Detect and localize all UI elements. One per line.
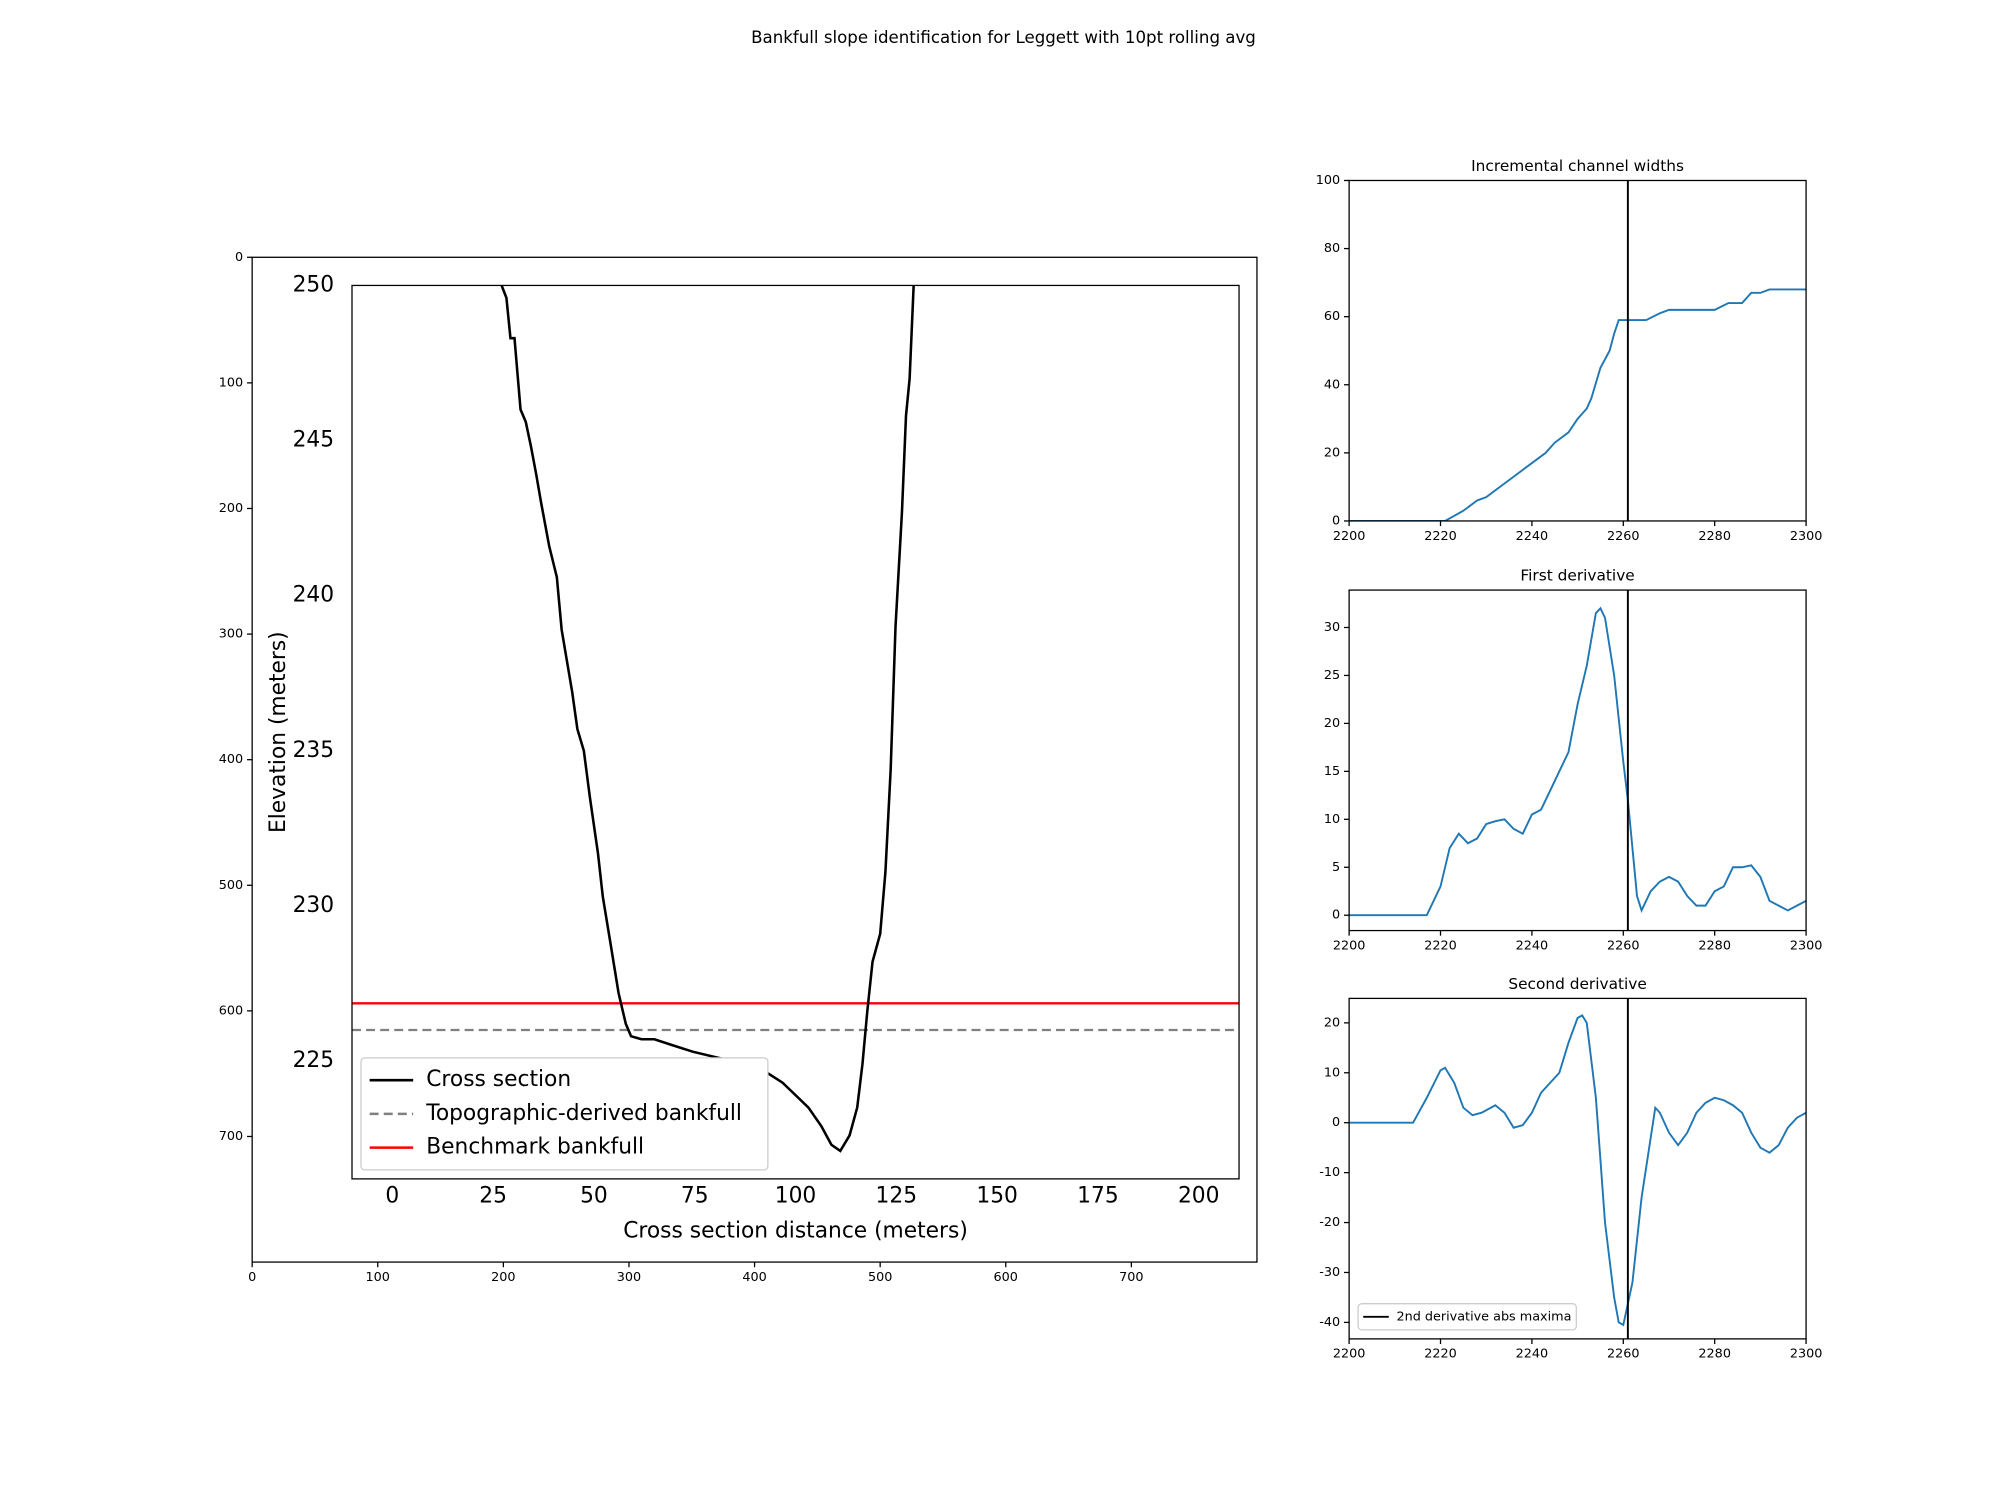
x-tick-label: 2300 (1790, 1347, 1823, 1362)
y-tick-label: 400 (219, 752, 243, 767)
x-tick-label: 2280 (1698, 529, 1731, 544)
x-tick-label: 100 (366, 1270, 390, 1285)
data-line (500, 285, 915, 1153)
x-tick-label: 200 (491, 1270, 515, 1285)
y-tick-label: 230 (293, 893, 335, 918)
y-tick-label: 0 (1332, 513, 1340, 528)
y-tick-label: -20 (1319, 1215, 1340, 1230)
x-tick-label: 175 (1077, 1183, 1119, 1208)
y-tick-label: 10 (1324, 1065, 1340, 1080)
x-tick-label: 2240 (1516, 1347, 1549, 1362)
y-tick-label: 200 (219, 501, 243, 516)
legend-label: Topographic-derived bankfull (425, 1101, 742, 1126)
y-tick-label: 20 (1324, 445, 1340, 460)
y-tick-label: 500 (219, 878, 243, 893)
axes-frame (251, 256, 1258, 1263)
legend-label: Cross section (426, 1067, 571, 1092)
y-tick-label: 10 (1324, 812, 1340, 827)
y-tick-label: 235 (293, 738, 335, 763)
x-tick-label: 125 (876, 1183, 918, 1208)
axes-frame (1348, 589, 1807, 932)
x-tick-label: 25 (479, 1183, 507, 1208)
x-axis-label: Cross section distance (meters) (623, 1218, 968, 1243)
axes-frame (351, 284, 1240, 1180)
y-tick-label: 0 (1332, 1115, 1340, 1130)
y-tick-label: 20 (1324, 716, 1340, 731)
y-tick-label: 100 (219, 375, 243, 390)
y-tick-label: -10 (1319, 1165, 1340, 1180)
axes-title: First derivative (1520, 567, 1634, 585)
x-tick-label: 2220 (1424, 529, 1457, 544)
x-tick-label: 100 (775, 1183, 817, 1208)
y-axis-label: Elevation (meters) (266, 631, 291, 833)
plot-area (1349, 180, 1807, 521)
y-tick-label: 25 (1324, 668, 1340, 683)
y-tick-label: -30 (1319, 1265, 1340, 1280)
axes-title: Second derivative (1508, 975, 1647, 993)
y-tick-label: 700 (219, 1129, 243, 1144)
y-tick-label: 60 (1324, 309, 1340, 324)
y-tick-label: 40 (1324, 377, 1340, 392)
legend-box (1357, 1303, 1577, 1331)
x-tick-label: 2280 (1698, 1347, 1731, 1362)
x-tick-label: 0 (385, 1183, 399, 1208)
x-tick-label: 2200 (1333, 938, 1366, 953)
x-tick-label: 2260 (1607, 938, 1640, 953)
x-tick-label: 2300 (1790, 529, 1823, 544)
axes-frame (1348, 997, 1807, 1340)
x-tick-label: 2240 (1516, 529, 1549, 544)
x-tick-label: 2200 (1333, 1347, 1366, 1362)
legend-label: 2nd derivative abs maxima (1396, 1309, 1571, 1324)
legend-label: Benchmark bankfull (426, 1135, 644, 1160)
x-tick-label: 2260 (1607, 529, 1640, 544)
x-tick-label: 2260 (1607, 1347, 1640, 1362)
plot-area (352, 285, 1240, 1179)
x-tick-label: 300 (617, 1270, 641, 1285)
plot-area (1349, 998, 1807, 1339)
x-tick-label: 700 (1119, 1270, 1143, 1285)
data-line (1349, 288, 1807, 521)
y-tick-label: 240 (293, 583, 335, 608)
y-tick-label: 0 (235, 250, 243, 265)
figure-title: Bankfull slope identification for Legget… (751, 28, 1256, 47)
y-tick-label: 100 (1316, 173, 1340, 188)
y-tick-label: -40 (1319, 1315, 1340, 1330)
x-tick-label: 2300 (1790, 938, 1823, 953)
x-tick-label: 200 (1178, 1183, 1220, 1208)
x-tick-label: 500 (868, 1270, 892, 1285)
x-tick-label: 2200 (1333, 529, 1366, 544)
y-tick-label: 20 (1324, 1015, 1340, 1030)
y-tick-label: 30 (1324, 620, 1340, 635)
x-tick-label: 2280 (1698, 938, 1731, 953)
x-tick-label: 50 (580, 1183, 608, 1208)
x-tick-label: 2240 (1516, 938, 1549, 953)
x-tick-label: 400 (742, 1270, 766, 1285)
y-tick-label: 250 (293, 272, 335, 297)
y-tick-label: 80 (1324, 241, 1340, 256)
x-tick-label: 2220 (1424, 1347, 1457, 1362)
y-tick-label: 245 (293, 428, 335, 453)
y-tick-label: 15 (1324, 764, 1340, 779)
y-tick-label: 5 (1332, 860, 1340, 875)
y-tick-label: 600 (219, 1003, 243, 1018)
axes-frame (1348, 179, 1807, 522)
x-tick-label: 0 (248, 1270, 256, 1285)
legend-box (360, 1057, 769, 1171)
data-line (1349, 606, 1807, 917)
x-tick-label: 600 (994, 1270, 1018, 1285)
y-tick-label: 300 (219, 627, 243, 642)
x-tick-label: 2220 (1424, 938, 1457, 953)
x-tick-label: 75 (681, 1183, 709, 1208)
plot-area (1349, 590, 1807, 931)
x-tick-label: 150 (976, 1183, 1018, 1208)
axes-title: Incremental channel widths (1471, 157, 1684, 175)
y-tick-label: 225 (293, 1048, 335, 1073)
data-line (1349, 1014, 1807, 1327)
y-tick-label: 0 (1332, 908, 1340, 923)
